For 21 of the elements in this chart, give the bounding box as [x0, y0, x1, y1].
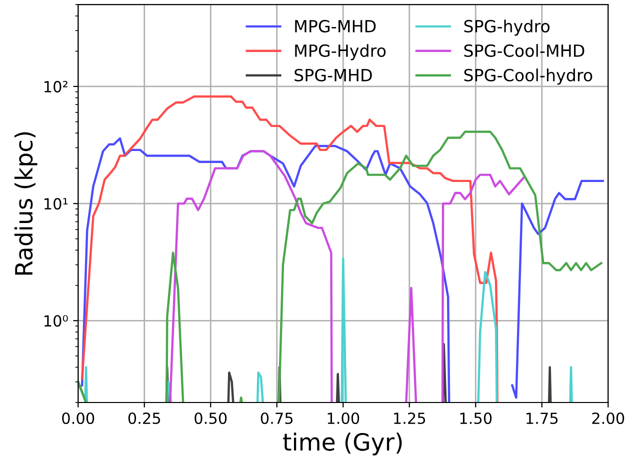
legend-label: SPG-hydro — [464, 20, 550, 36]
y-tick-label: 10⁰ — [44, 315, 68, 327]
y-axis-title: Radius (kpc) — [14, 132, 38, 275]
legend-label: SPG-Cool-hydro — [464, 68, 592, 85]
x-tick-label: 0.75 — [260, 412, 293, 424]
legend-label: MPG-Hydro — [295, 44, 386, 60]
x-tick-label: 0.00 — [62, 412, 94, 424]
x-tick-label: 2.00 — [592, 412, 624, 424]
legend-label: SPG-MHD — [294, 68, 372, 82]
line-series — [80, 95, 498, 402]
x-tick-label: 0.25 — [128, 412, 160, 424]
legend-label: MPG-MHD — [295, 20, 376, 32]
x-axis-title: time (Gyr) — [283, 432, 402, 456]
x-tick-label: 1.00 — [328, 412, 360, 424]
x-tick-label: 1.25 — [394, 412, 426, 424]
x-tick-label: 1.50 — [460, 412, 492, 424]
legend-label: SPG-Cool-MHD — [464, 44, 584, 57]
x-tick-label: 0.50 — [194, 412, 227, 424]
x-tick-label: 1.75 — [526, 412, 558, 424]
y-tick-label: 10² — [44, 80, 68, 92]
y-tick-label: 10¹ — [44, 198, 68, 210]
